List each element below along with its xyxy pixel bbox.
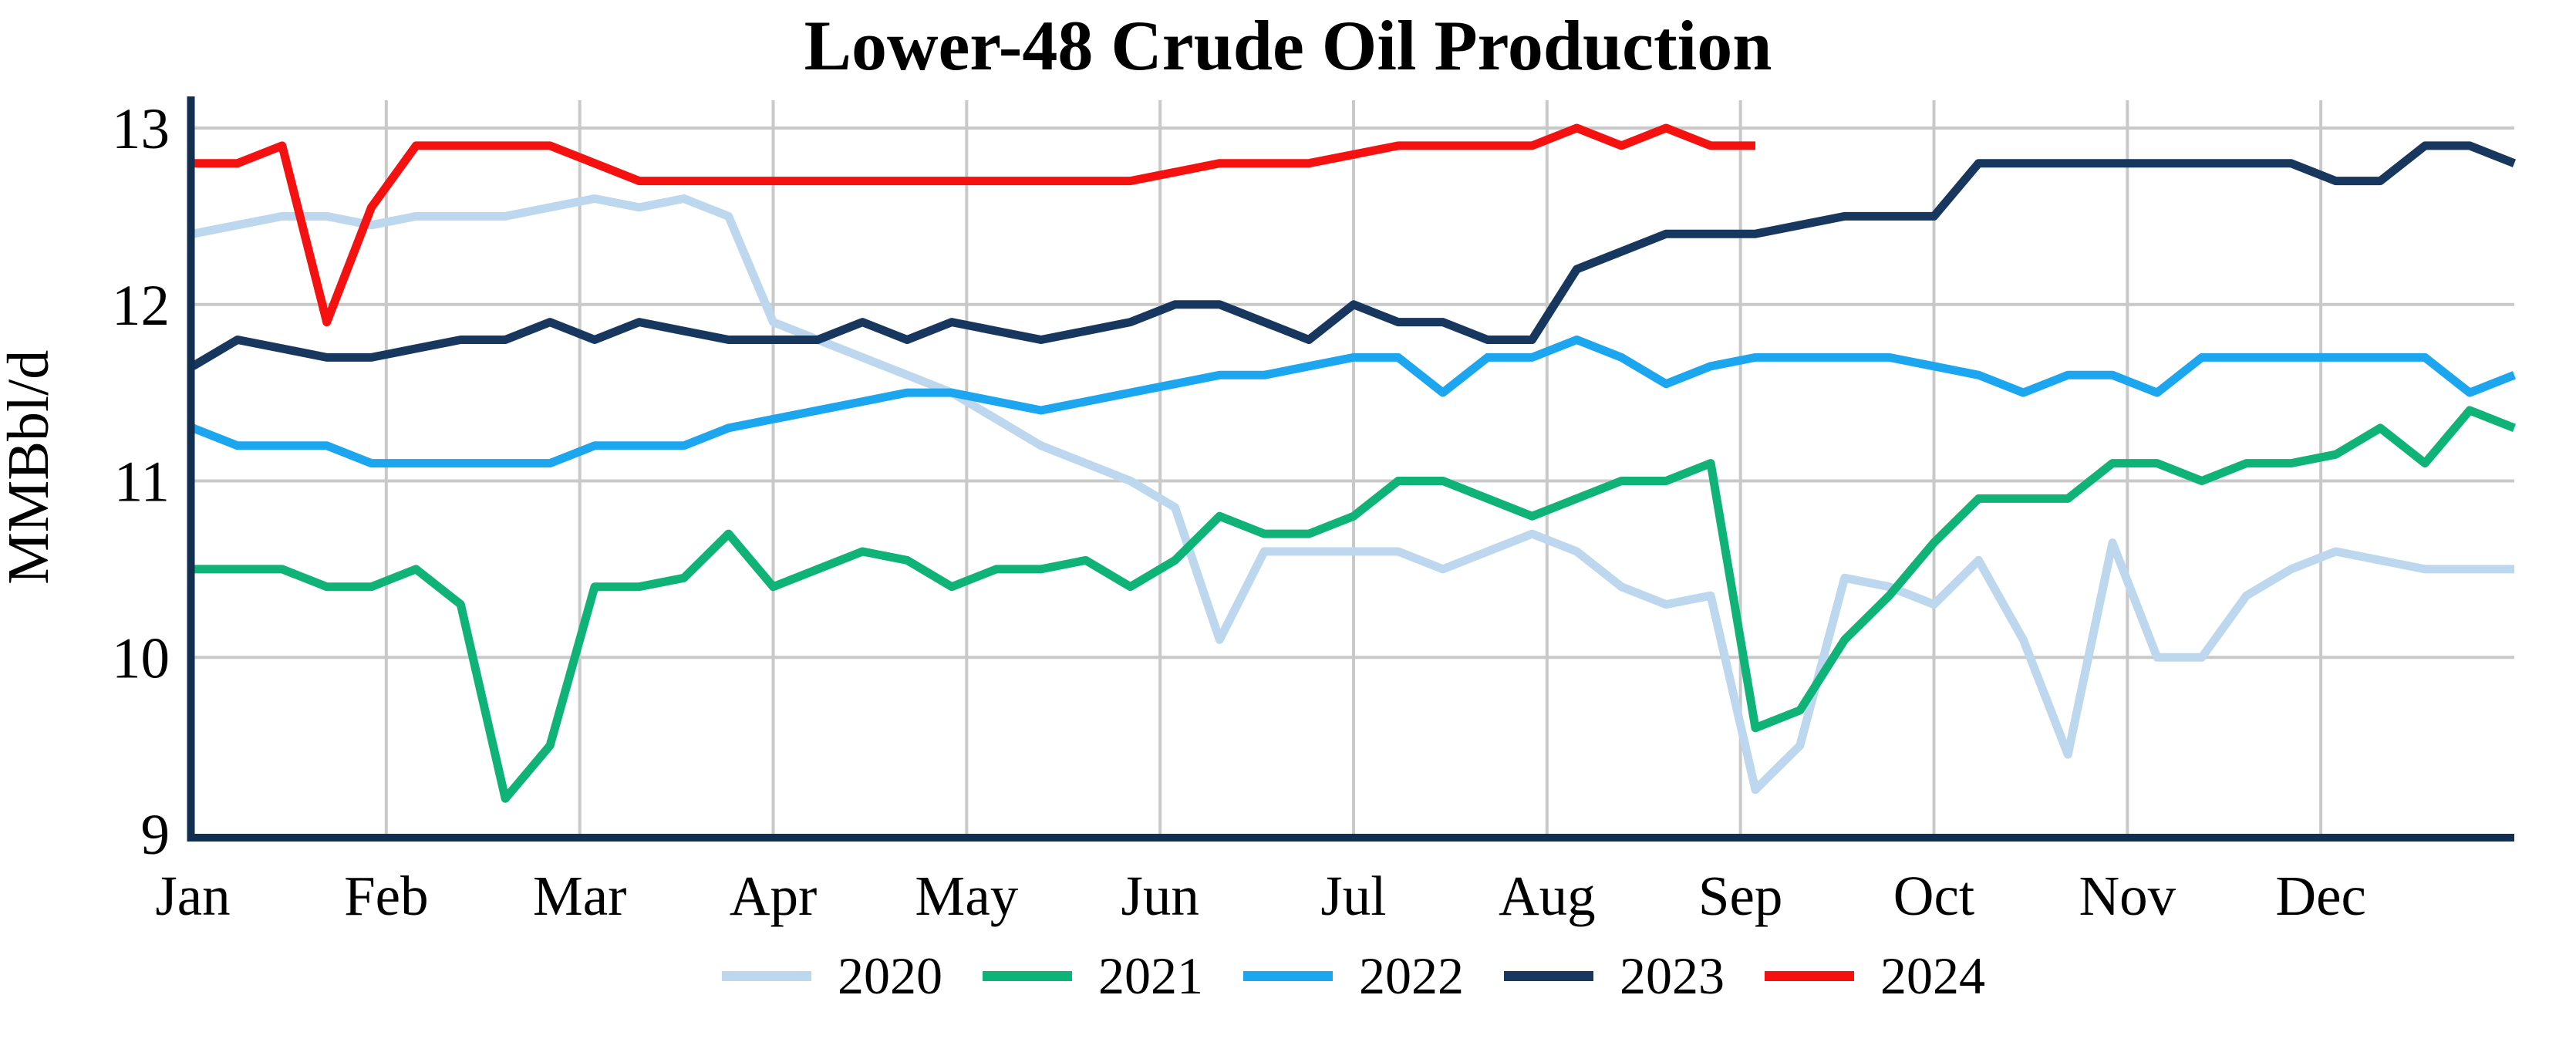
y-tick-label: 10 [112,626,170,690]
legend-swatch-2022 [1243,970,1333,981]
series-line-2020 [191,194,2514,794]
legend-swatch-2020 [722,970,811,981]
x-tick-label: Jun [1121,865,1199,927]
y-tick-label: 9 [141,803,170,867]
legend-item-2024: 2024 [1765,949,1985,1002]
legend-item-2023: 2023 [1504,949,1725,1002]
x-tick-label: Aug [1499,865,1596,927]
x-tick-label: Jan [155,865,230,927]
x-tick-label: Jul [1320,865,1386,927]
legend-label-2021: 2021 [1098,946,1203,1005]
x-tick-label: Oct [1893,865,1974,927]
x-tick-label: Sep [1698,865,1783,927]
x-tick-label: May [915,865,1018,927]
series-line-2024 [193,123,1755,327]
legend-item-2021: 2021 [983,949,1203,1002]
legend-label-2024: 2024 [1880,946,1985,1005]
chart-title: Lower-48 Crude Oil Production [804,6,1772,85]
y-tick-label: 11 [114,450,170,514]
series-line-2022 [191,336,2517,468]
legend-label-2022: 2022 [1359,946,1464,1005]
legend-label-2023: 2023 [1620,946,1725,1005]
y-axis-title: MMBbl/d [0,350,61,585]
legend-item-2022: 2022 [1243,949,1464,1002]
legend-label-2020: 2020 [838,946,942,1005]
legend-item-2020: 2020 [722,949,942,1002]
x-tick-label: Dec [2275,865,2366,927]
x-tick-label: Apr [730,865,818,927]
series-line-2021 [193,406,2517,803]
legend-swatch-2021 [983,970,1072,981]
x-tick-label: Mar [533,865,627,927]
legend: 2020 2021 2022 2023 2024 [193,933,2514,1018]
legend-swatch-2024 [1765,970,1854,981]
x-tick-label: Nov [2079,865,2176,927]
y-tick-label: 12 [112,274,170,338]
x-tick-label: Feb [344,865,429,927]
y-tick-label: 13 [112,97,170,161]
legend-swatch-2023 [1504,970,1593,981]
series-line-2023 [191,141,2517,370]
